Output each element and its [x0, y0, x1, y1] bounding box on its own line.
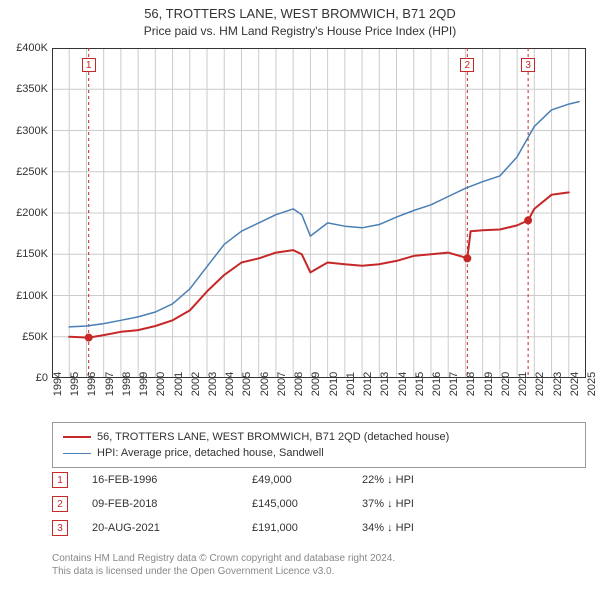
y-tick-label: £300K	[0, 125, 48, 137]
legend-item: HPI: Average price, detached house, Sand…	[63, 445, 575, 461]
x-tick-label: 2016	[431, 372, 443, 396]
plot-area: 1 2 3	[52, 48, 586, 378]
x-tick-label: 2006	[259, 372, 271, 396]
x-tick-label: 2010	[328, 372, 340, 396]
x-tick-label: 2008	[293, 372, 305, 396]
x-tick-label: 2025	[586, 372, 598, 396]
sale-marker-label: 3	[521, 58, 535, 72]
x-tick-label: 2012	[362, 372, 374, 396]
sale-index-box: 1	[52, 472, 68, 488]
sale-row: 1 16-FEB-1996£49,00022% ↓ HPI	[52, 468, 472, 492]
chart-title: 56, TROTTERS LANE, WEST BROMWICH, B71 2Q…	[0, 6, 600, 21]
sale-row: 3 20-AUG-2021£191,00034% ↓ HPI	[52, 516, 472, 540]
y-tick-label: £200K	[0, 207, 48, 219]
chart-subtitle: Price paid vs. HM Land Registry's House …	[0, 24, 600, 38]
x-tick-label: 2018	[465, 372, 477, 396]
x-tick-label: 2021	[517, 372, 529, 396]
sale-price: £191,000	[252, 522, 362, 534]
y-tick-label: £250K	[0, 166, 48, 178]
sale-price: £49,000	[252, 474, 362, 486]
plot-svg	[52, 48, 586, 378]
x-tick-label: 2005	[241, 372, 253, 396]
x-tick-label: 2007	[276, 372, 288, 396]
chart-frame: 56, TROTTERS LANE, WEST BROMWICH, B71 2Q…	[0, 0, 600, 590]
sale-marker-label: 1	[82, 58, 96, 72]
y-tick-label: £350K	[0, 83, 48, 95]
y-tick-label: £100K	[0, 290, 48, 302]
x-tick-label: 1998	[121, 372, 133, 396]
x-tick-label: 2009	[310, 372, 322, 396]
sale-index-box: 3	[52, 520, 68, 536]
x-tick-label: 1994	[52, 372, 64, 396]
legend-swatch	[63, 453, 91, 454]
x-tick-label: 2019	[483, 372, 495, 396]
x-tick-label: 2001	[173, 372, 185, 396]
legend-label: HPI: Average price, detached house, Sand…	[97, 445, 324, 461]
legend-box: 56, TROTTERS LANE, WEST BROMWICH, B71 2Q…	[52, 422, 586, 468]
x-tick-label: 2022	[534, 372, 546, 396]
y-tick-label: £150K	[0, 248, 48, 260]
x-tick-label: 2002	[190, 372, 202, 396]
legend-swatch	[63, 436, 91, 438]
x-tick-label: 2011	[345, 372, 357, 396]
x-tick-label: 2015	[414, 372, 426, 396]
sale-date: 16-FEB-1996	[92, 474, 252, 486]
licence-text: Contains HM Land Registry data © Crown c…	[52, 552, 395, 578]
sale-row: 2 09-FEB-2018£145,00037% ↓ HPI	[52, 492, 472, 516]
sale-index-box: 2	[52, 496, 68, 512]
x-tick-label: 2020	[500, 372, 512, 396]
sale-markers-table: 1 16-FEB-1996£49,00022% ↓ HPI 2 09-FEB-2018…	[52, 468, 472, 540]
x-tick-label: 2000	[155, 372, 167, 396]
y-tick-label: £50K	[0, 331, 48, 343]
y-tick-label: £400K	[0, 42, 48, 54]
sale-vs-hpi: 34% ↓ HPI	[362, 522, 472, 534]
x-tick-label: 2023	[552, 372, 564, 396]
sale-marker-label: 2	[460, 58, 474, 72]
x-tick-label: 1996	[86, 372, 98, 396]
x-tick-label: 2014	[397, 372, 409, 396]
x-tick-label: 2003	[207, 372, 219, 396]
x-tick-label: 1995	[69, 372, 81, 396]
sale-date: 20-AUG-2021	[92, 522, 252, 534]
sale-vs-hpi: 22% ↓ HPI	[362, 474, 472, 486]
legend-item: 56, TROTTERS LANE, WEST BROMWICH, B71 2Q…	[63, 429, 575, 445]
sale-date: 09-FEB-2018	[92, 498, 252, 510]
x-tick-label: 2013	[379, 372, 391, 396]
x-tick-label: 1999	[138, 372, 150, 396]
x-tick-label: 2024	[569, 372, 581, 396]
licence-line-1: Contains HM Land Registry data © Crown c…	[52, 552, 395, 565]
x-tick-label: 2017	[448, 372, 460, 396]
x-tick-label: 2004	[224, 372, 236, 396]
legend-label: 56, TROTTERS LANE, WEST BROMWICH, B71 2Q…	[97, 429, 449, 445]
sale-price: £145,000	[252, 498, 362, 510]
y-tick-label: £0	[0, 372, 48, 384]
sale-vs-hpi: 37% ↓ HPI	[362, 498, 472, 510]
x-tick-label: 1997	[104, 372, 116, 396]
licence-line-2: This data is licensed under the Open Gov…	[52, 565, 395, 578]
x-axis-labels: 1994199519961997199819992000200120022003…	[52, 382, 586, 422]
